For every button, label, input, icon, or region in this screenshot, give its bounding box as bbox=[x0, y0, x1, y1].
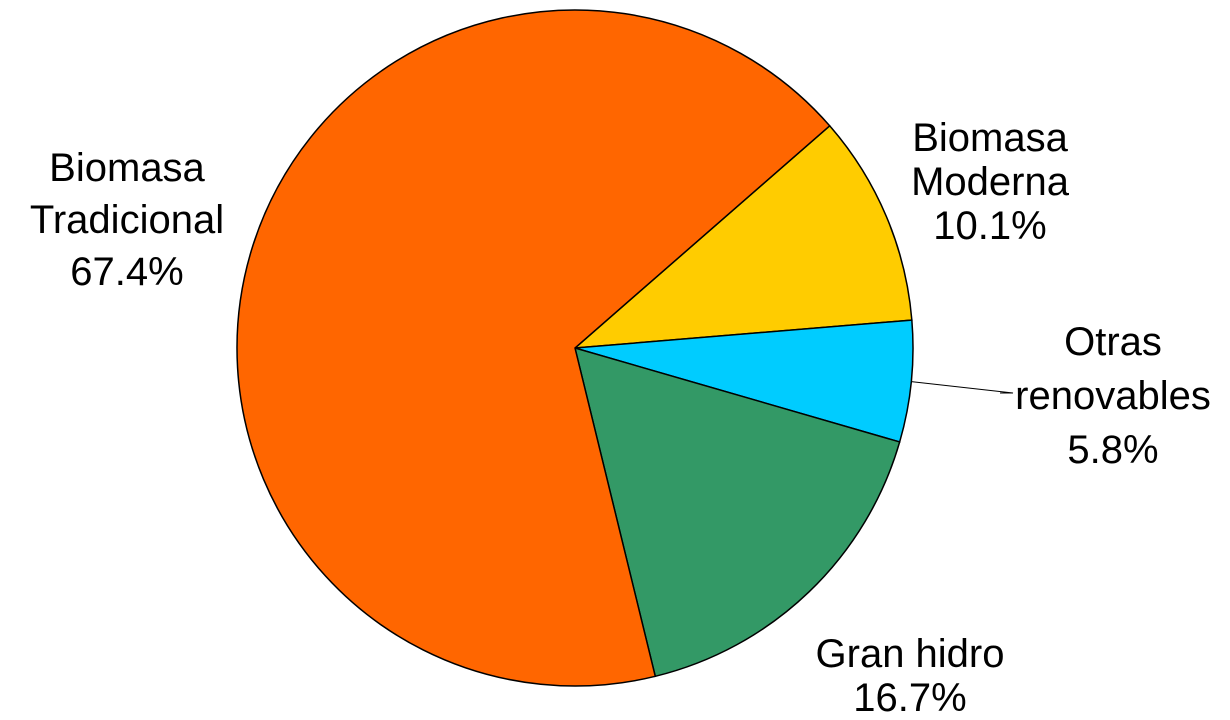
slice-label: Gran hidro 16.7% bbox=[816, 632, 1005, 720]
slice-label: Otras renovables 5.8% bbox=[1015, 315, 1211, 477]
category-label: Gran hidro bbox=[815, 632, 1005, 676]
value-label: 10.1% bbox=[933, 204, 1047, 248]
pie-slice bbox=[572, 124, 913, 349]
value-label: 67.4% bbox=[70, 250, 184, 294]
pie-slice bbox=[573, 346, 901, 678]
value-label: 5.8% bbox=[1067, 428, 1159, 472]
category-label: Biomasa Tradicional bbox=[29, 146, 225, 242]
leader-line bbox=[911, 381, 1014, 394]
slice-label: Biomasa Tradicional 67.4% bbox=[30, 142, 224, 298]
value-label: 16.7% bbox=[853, 676, 967, 720]
category-label: Otras renovables bbox=[1015, 320, 1211, 418]
pie-slice bbox=[236, 9, 831, 687]
category-label: Biomasa Moderna bbox=[911, 116, 1069, 204]
slice-label: Biomasa Moderna 10.1% bbox=[911, 116, 1069, 248]
pie-slice bbox=[574, 319, 914, 443]
